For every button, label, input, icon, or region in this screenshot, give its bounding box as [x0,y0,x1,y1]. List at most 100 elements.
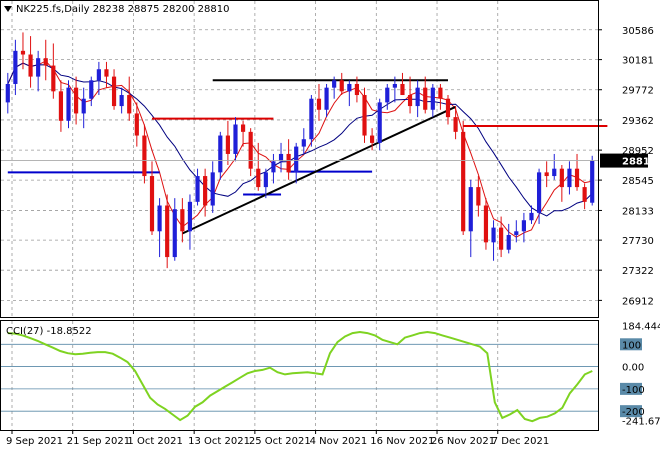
candle-body [324,87,329,110]
candles [5,32,595,269]
price-tick-label: 30181 [622,56,654,67]
candle-body [248,131,253,169]
candle-body [13,50,18,84]
candle-body [499,227,504,250]
candle-body [187,201,193,232]
candle-body [453,117,458,132]
candle-body [58,91,64,121]
time-tick-label: 16 Nov 2021 [370,436,434,447]
price-tick-label: 30586 [622,26,654,37]
candle-body [445,98,451,118]
slow-moving-average-line [7,62,593,217]
indicator-overlays [7,60,608,238]
candle-body [392,83,397,88]
time-tick-label: 4 Nov 2021 [310,436,368,447]
candle-body [309,98,314,140]
candle-body [332,80,337,88]
candle-body [544,172,549,177]
cci-panel-frame [0,320,599,431]
candle-body [278,153,284,162]
candle-body [301,139,306,147]
candle-body [180,209,185,232]
candle-body [582,187,587,202]
cci-tick-label: 100 [622,340,641,351]
candle-body [66,87,71,121]
candle-body [400,83,405,96]
time-tick-label: 9 Sep 2021 [6,436,63,447]
cci-tick-label: -100 [622,385,645,396]
candle-body [407,95,413,107]
candle-body [590,160,595,203]
cci-line [7,330,593,423]
candle-body [536,172,542,213]
candle-body [271,161,276,173]
candle-body [43,58,48,66]
price-tick-label: 29362 [622,116,654,127]
candle-body [506,234,511,250]
candle-body [461,131,466,232]
candle-body [316,98,322,110]
price-tick-label: 28545 [622,176,654,187]
candle-body [104,69,109,77]
candle-body [5,83,10,103]
candle-body [476,187,481,206]
candle-body [286,153,291,173]
cci-header: CCI(27) -18.8522 [6,326,92,337]
time-tick-label: 25 Oct 2021 [249,436,311,447]
time-tick-label: 7 Dec 2021 [492,436,550,447]
candle-body [195,176,200,202]
candle-body [423,87,428,110]
cci-level-badge [620,338,642,351]
chevron-down-icon[interactable] [4,6,12,12]
candle-body [468,187,473,232]
rising-trendline [181,105,457,235]
candle-body [263,172,268,188]
candle-body [225,135,230,154]
candle-body [20,50,26,55]
price-tick-label: 27730 [622,236,654,247]
price-tick-label: 29772 [622,86,654,97]
cci-tick-label: 184.444 [622,321,660,332]
price-tick-label: 28133 [622,206,654,217]
candle-body [354,83,360,96]
candle-body [256,168,261,188]
candle-body [362,95,367,136]
candle-body [157,205,162,232]
candle-body [483,205,489,243]
candle-body [81,98,86,114]
candle-body [111,76,117,107]
candle-body [574,168,580,188]
candle-body [415,87,420,107]
current-price-label: 28810 [622,157,657,168]
candle-body [347,83,352,92]
candle-body [521,220,526,232]
candle-body [96,69,101,81]
price-tick-label: 27322 [622,266,654,277]
time-tick-label: 1 Oct 2021 [127,436,182,447]
cci-level-badge [620,405,642,418]
candle-body [89,80,94,99]
candle-body [210,172,215,206]
candle-body [567,168,572,188]
candle-body [377,102,382,143]
candle-body [559,168,564,188]
candle-body [51,65,56,92]
candle-body [165,205,170,258]
candle-body [127,95,132,114]
candle-body [294,146,299,173]
candle-body [119,95,124,107]
current-price-tag [600,153,648,168]
price-tick-label: 28952 [622,146,654,157]
time-tick-label: 13 Oct 2021 [188,436,250,447]
candle-body [74,87,79,114]
candle-body [339,80,344,92]
time-tick-label: 21 Sep 2021 [67,436,130,447]
candle-body [529,212,534,221]
candle-body [514,231,519,235]
candle-body [172,209,177,258]
candle-body [430,87,435,110]
main-panel-frame [0,0,599,318]
